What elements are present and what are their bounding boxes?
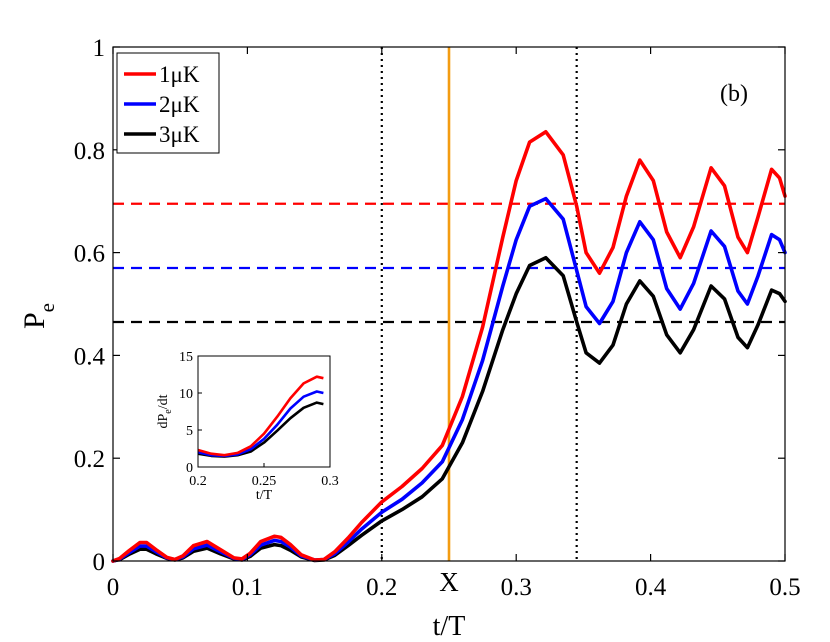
inset-y-axis-label: dPe/dt [156,394,174,428]
main-plot-frame [112,46,786,562]
y-tick-label: 0.8 [74,138,105,165]
legend-label-1: 1μK [159,62,200,87]
y-tick-label: 0.2 [74,446,105,473]
legend: 1μK 2μK 3μK [116,52,220,154]
x-tick-label: 0 [107,574,120,601]
y-tick-label: 0.6 [74,241,105,268]
x-tick-label: 0.3 [501,574,532,601]
y-tick-label: 0.4 [74,343,106,370]
inset-y-axis-label-subscript: e [163,409,174,414]
series-line-1 [111,130,787,563]
x-axis-label: t/T [433,611,466,642]
inset-y-tick-label: 0 [186,461,193,476]
y-tick-label: 1 [93,35,106,62]
inset-series-line-1 [197,375,324,457]
series-line-2 [111,196,787,563]
x-tick-label: 0.1 [232,574,263,601]
x-tick-label: 0.2 [366,574,397,601]
legend-label-3: 3μK [159,122,200,147]
panel-label: (b) [720,81,748,107]
inset-y-axis-label-tail: /dt [156,394,171,409]
inset-y-tick-label: 5 [186,424,193,439]
y-axis-label-subscript: e [35,303,59,312]
inset-x-tick-label: 0.3 [321,474,339,489]
inset-x-tick-label: 0.25 [252,474,277,489]
inset-y-tick-label: 15 [179,350,193,365]
inset-axes: 0.2 0.25 0.3 0 5 10 15 t/T dPe/dt [156,350,339,503]
y-tick-label: 0 [93,549,106,576]
x-tick-label: 0.4 [635,574,667,601]
inset-x-axis-label: t/T [256,488,273,503]
inset-y-tick-label: 10 [179,387,193,402]
legend-label-2: 2μK [159,92,200,117]
x-tick-label: 0.5 [769,574,800,601]
inset-background [198,356,330,467]
x-marker-label: X [439,567,459,597]
inset-x-tick-label: 0.2 [189,474,207,489]
